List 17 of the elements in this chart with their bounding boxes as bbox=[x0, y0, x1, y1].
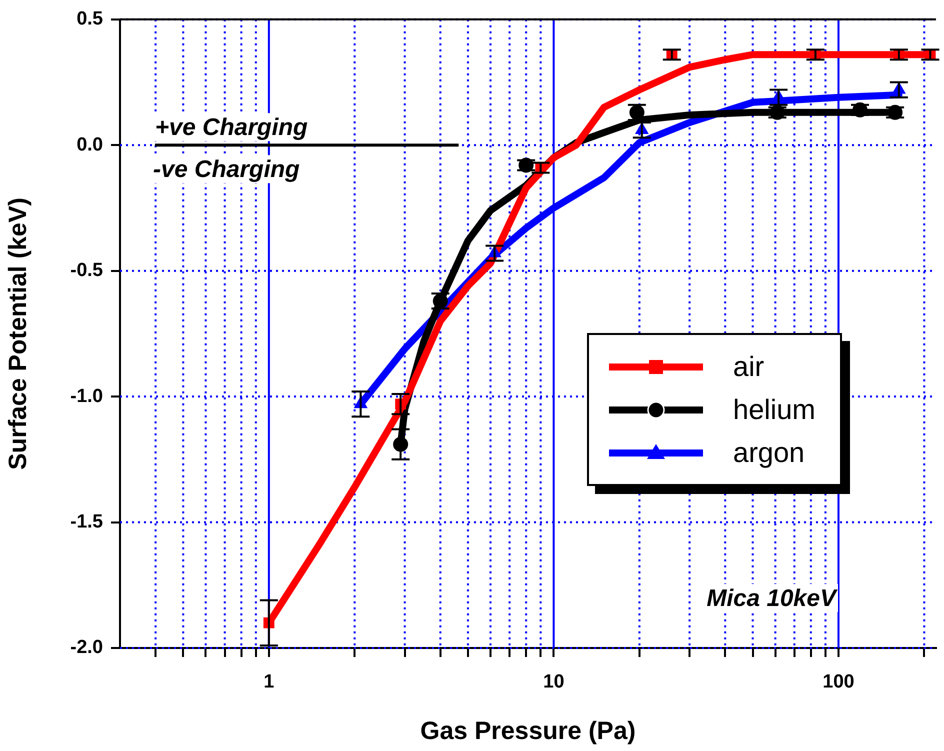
x-tick-label: 1 bbox=[264, 672, 275, 693]
x-tick-label: 10 bbox=[543, 672, 564, 693]
y-tick-label: -0.5 bbox=[70, 260, 104, 282]
legend-label: air bbox=[733, 350, 764, 382]
annotation: +ve Charging bbox=[155, 114, 308, 142]
y-tick-label: -1.5 bbox=[70, 512, 104, 533]
y-tick-label: -2.0 bbox=[70, 637, 103, 658]
x-axis-title: Gas Pressure (Pa) bbox=[420, 716, 636, 745]
y-tick-label: -1.0 bbox=[70, 386, 103, 407]
annotation: Mica 10keV bbox=[706, 585, 838, 612]
y-tick-label: 0.0 bbox=[76, 134, 103, 156]
y-tick-label: 0.5 bbox=[76, 8, 104, 30]
legend-label: helium bbox=[733, 394, 816, 426]
legend-label: argon bbox=[733, 436, 805, 468]
x-tick-label: 100 bbox=[822, 672, 854, 693]
y-axis-title: Surface Potential (keV) bbox=[4, 198, 32, 470]
annotation: -ve Charging bbox=[153, 156, 300, 184]
